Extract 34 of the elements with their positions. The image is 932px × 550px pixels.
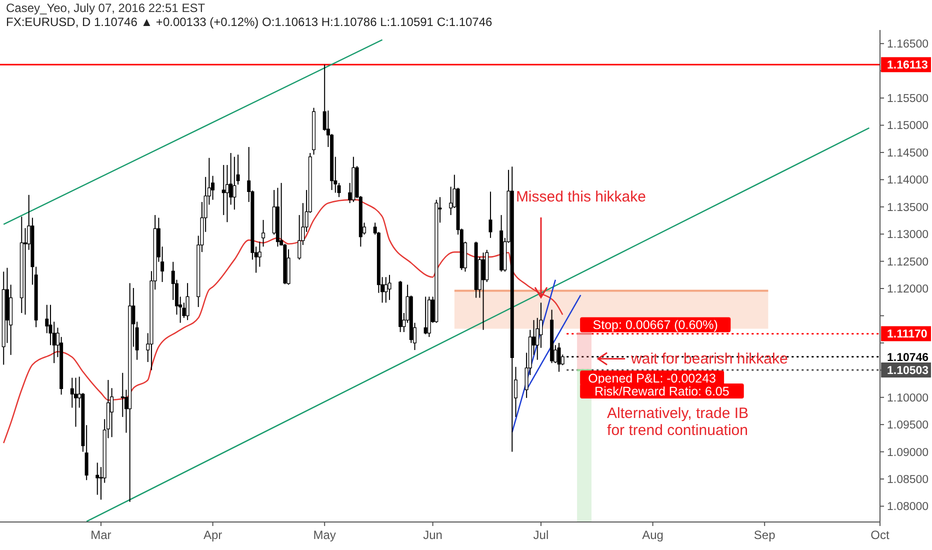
y-tick-label: 1.12500 — [887, 256, 929, 268]
annotation: wait for bearish hikkake — [630, 350, 788, 368]
annotation: Stop: 0.00667 (0.60%) — [592, 318, 718, 332]
ref-line-label: 1.10746 — [887, 352, 929, 364]
chart-subtitle: Casey_Yeo, July 07, 2016 22:51 EST — [6, 1, 206, 15]
y-tick-label: 1.08500 — [887, 474, 929, 486]
y-tick-label: 1.15000 — [887, 120, 929, 132]
x-tick-label: Oct — [870, 528, 890, 542]
x-tick-label: Jun — [423, 528, 442, 542]
y-tick-label: 1.13500 — [887, 202, 929, 214]
annotation: Missed this hikkake — [516, 188, 646, 206]
y-tick-label: 1.10000 — [887, 392, 929, 404]
x-tick-label: Apr — [203, 528, 222, 542]
x-tick-label: Jul — [533, 528, 549, 542]
x-tick-label: Aug — [642, 528, 664, 542]
y-tick-label: 1.15500 — [887, 93, 929, 106]
ref-line-label: 1.16113 — [887, 60, 928, 72]
ref-line-label: 1.10503 — [887, 364, 929, 377]
annotation: Risk/Reward Ratio: 6.05 — [594, 384, 730, 398]
ref-line-label: 1.11170 — [887, 328, 928, 341]
x-tick-label: Mar — [90, 528, 112, 542]
y-tick-label: 1.09000 — [887, 446, 929, 459]
annotation: Alternatively, trade IB for trend continuation — [607, 404, 748, 439]
y-tick-label: 1.09500 — [887, 420, 929, 432]
y-tick-label: 1.08000 — [887, 501, 929, 514]
y-tick-label: 1.14500 — [887, 147, 929, 160]
y-tick-label: 1.13000 — [887, 229, 929, 242]
annotation: Opened P&L: -0.00243 — [588, 371, 716, 386]
x-tick-label: Sep — [754, 528, 776, 542]
chart-title: FX:EURUSD, D 1.10746 ▲ +0.00133 (+0.12%) O:1.10613 H:1.10786 L:1.10591 C:1.10746 — [6, 15, 493, 29]
y-tick-label: 1.12000 — [887, 284, 929, 296]
y-tick-label: 1.16500 — [887, 38, 929, 51]
x-tick-label: May — [313, 528, 336, 542]
y-tick-label: 1.14000 — [887, 174, 929, 187]
